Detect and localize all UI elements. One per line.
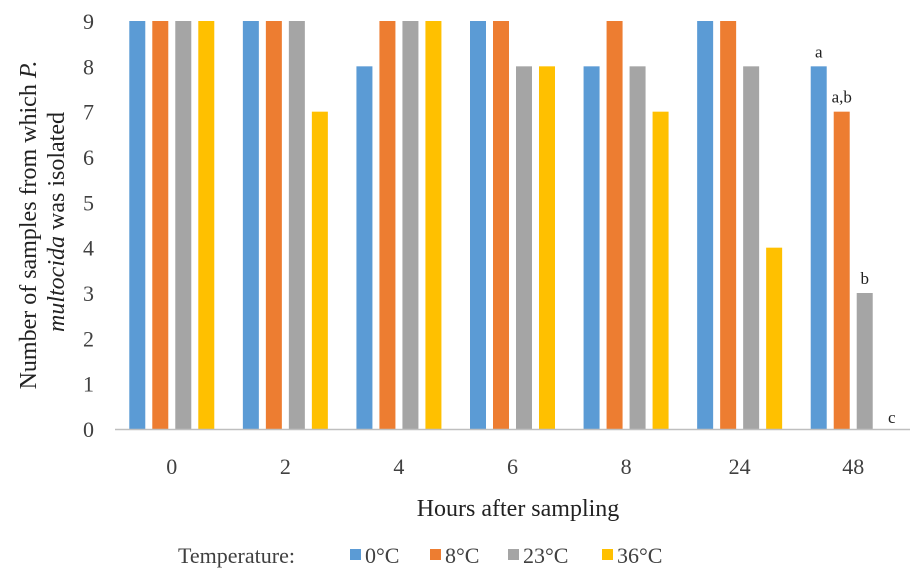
- x-axis-title: Hours after sampling: [417, 496, 620, 522]
- y-tick-label: 4: [83, 236, 94, 261]
- legend-swatch: [430, 549, 441, 560]
- legend-label: 8°C: [445, 543, 479, 568]
- x-tick-label: 0: [166, 454, 177, 479]
- x-tick-label: 48: [842, 454, 864, 479]
- x-axis-ticks: 0 2 4 6 8 24 48: [166, 454, 864, 479]
- x-tick-label: 24: [729, 454, 751, 479]
- bars-layer: [129, 21, 873, 430]
- y-tick-label: 3: [83, 281, 94, 306]
- legend-swatch: [602, 549, 613, 560]
- y-tick-label: 2: [83, 326, 94, 351]
- bar-0h-23°C: [175, 21, 192, 429]
- bar-4h-36°C: [425, 21, 442, 429]
- bar-48h-8°C: [833, 111, 850, 430]
- bar-6h-36°C: [539, 66, 555, 429]
- legend-swatch: [508, 549, 519, 560]
- bar-8h-23°C: [629, 66, 646, 429]
- y-axis-title-prefix: Number of samples from which: [16, 78, 42, 389]
- bar-0h-0°C: [129, 21, 146, 429]
- y-axis-ticks: 0 1 2 3 4 5 6 7 8 9: [83, 9, 94, 442]
- legend-label: 36°C: [617, 543, 662, 568]
- bar-24h-0°C: [697, 21, 714, 429]
- y-tick-label: 6: [83, 145, 94, 170]
- y-tick-label: 7: [83, 100, 94, 125]
- legend-title: Temperature:: [178, 543, 295, 568]
- annotations-layer: a a,b b c: [815, 42, 896, 427]
- legend-swatch: [350, 549, 361, 560]
- significance-letter: c: [888, 408, 896, 427]
- bar-6h-23°C: [516, 66, 532, 429]
- bar-2h-8°C: [265, 21, 282, 429]
- bar-8h-8°C: [606, 21, 623, 429]
- significance-letter: a,b: [832, 88, 852, 107]
- y-axis-title: Number of samples from which P. multocid…: [16, 55, 70, 390]
- y-axis-title-suffix: was isolated: [44, 112, 70, 236]
- y-axis-title-species-name: multocida: [44, 236, 70, 332]
- y-tick-label: 9: [83, 9, 94, 34]
- bar-6h-0°C: [470, 21, 486, 429]
- y-tick-label: 5: [83, 190, 94, 215]
- bar-2h-23°C: [288, 21, 305, 429]
- x-tick-label: 2: [280, 454, 291, 479]
- bar-2h-0°C: [242, 21, 259, 429]
- bar-4h-0°C: [356, 66, 373, 429]
- legend-label: 23°C: [523, 543, 568, 568]
- bar-24h-36°C: [766, 247, 783, 429]
- bar-2h-36°C: [311, 111, 328, 430]
- significance-letter: b: [860, 269, 869, 288]
- bar-6h-8°C: [493, 21, 509, 429]
- legend-label: 0°C: [365, 543, 399, 568]
- bar-8h-36°C: [652, 111, 669, 430]
- y-axis-title-species-genus: P.: [16, 61, 42, 80]
- bar-24h-8°C: [720, 21, 737, 429]
- bar-4h-23°C: [402, 21, 419, 429]
- y-tick-label: 1: [83, 372, 94, 397]
- x-tick-label: 4: [393, 454, 404, 479]
- y-tick-label: 0: [83, 417, 94, 442]
- x-tick-label: 6: [507, 454, 518, 479]
- bar-24h-23°C: [743, 66, 760, 429]
- bar-48h-0°C: [810, 66, 827, 429]
- significance-letter: a: [815, 42, 823, 61]
- y-tick-label: 8: [83, 54, 94, 79]
- bar-0h-36°C: [198, 21, 215, 429]
- x-tick-label: 8: [621, 454, 632, 479]
- bar-8h-0°C: [583, 66, 600, 429]
- bar-0h-8°C: [152, 21, 169, 429]
- bar-4h-8°C: [379, 21, 396, 429]
- legend: Temperature: 0°C 8°C 23°C 36°C: [178, 543, 662, 568]
- bar-48h-23°C: [856, 293, 873, 429]
